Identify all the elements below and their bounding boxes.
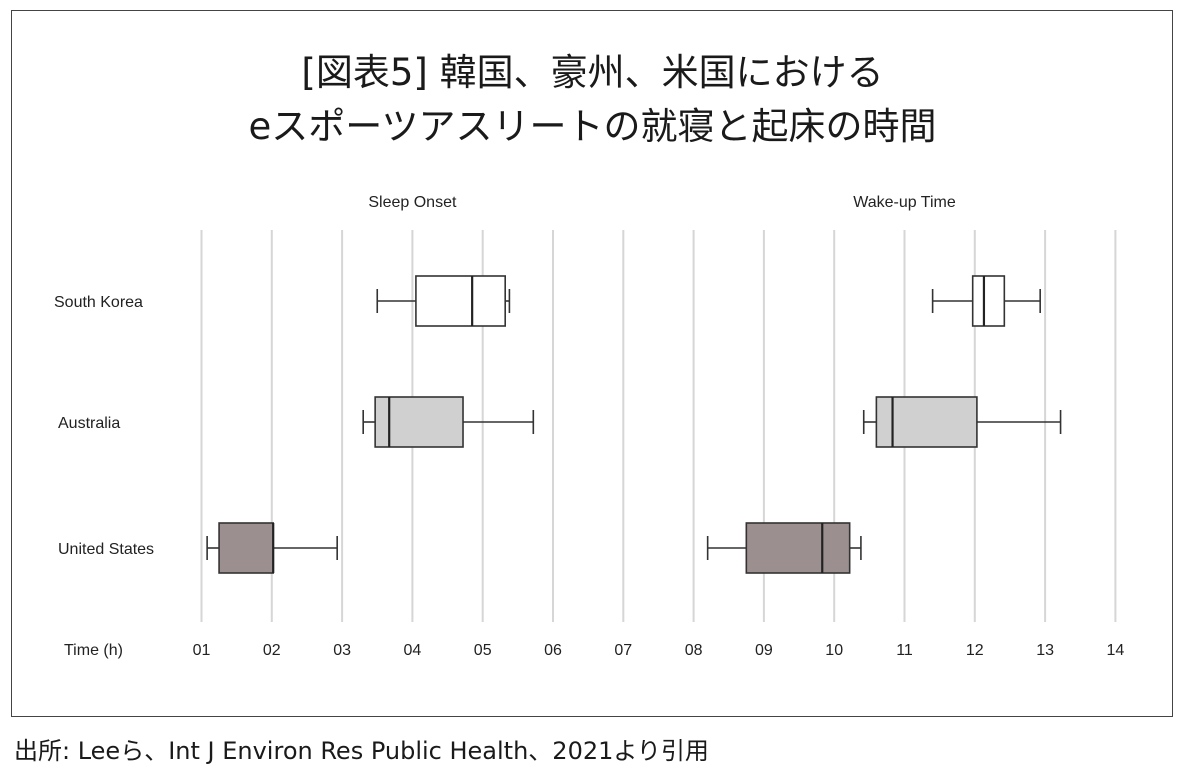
title-line-2: eスポーツアスリートの就寝と起床の時間 — [248, 105, 937, 148]
tick-label: 14 — [1107, 642, 1125, 659]
tick-label: 06 — [544, 642, 562, 659]
category-labels: South Korea Australia United States — [54, 294, 154, 558]
tick-label: 09 — [755, 642, 773, 659]
box — [415, 275, 506, 327]
title-line-1: [図表5] 韓国、豪州、米国における — [301, 51, 884, 94]
figure-title: [図表5] 韓国、豪州、米国における eスポーツアスリートの就寝と起床の時間 — [0, 46, 1185, 154]
tick-label: 08 — [685, 642, 703, 659]
tick-label: 02 — [263, 642, 281, 659]
tick-labels: 01 02 03 04 05 06 07 08 09 10 11 12 13 14 — [193, 642, 1125, 659]
tick-label: 13 — [1036, 642, 1054, 659]
category-label: United States — [58, 541, 154, 558]
category-label: Australia — [58, 415, 120, 432]
tick-label: 10 — [825, 642, 843, 659]
box-australia — [862, 396, 1062, 448]
tick-label: 04 — [404, 642, 422, 659]
box-australia — [362, 396, 535, 448]
tick-label: 12 — [966, 642, 984, 659]
box — [218, 522, 275, 574]
axis-label: Time (h) — [64, 642, 123, 659]
box — [971, 275, 1006, 327]
tick-label: 05 — [474, 642, 492, 659]
panel-titles: Sleep Onset Wake-up Time — [368, 194, 956, 211]
box — [745, 522, 851, 574]
panel-title: Wake-up Time — [853, 194, 956, 211]
tick-label: 03 — [333, 642, 351, 659]
boxes — [206, 275, 1062, 574]
panel-title: Sleep Onset — [368, 194, 457, 211]
category-label: South Korea — [54, 294, 143, 311]
tick-label: 07 — [614, 642, 632, 659]
tick-label: 01 — [193, 642, 211, 659]
box-south-korea — [376, 275, 511, 327]
box-south-korea — [931, 275, 1041, 327]
box-united-states — [206, 522, 338, 574]
source-note: 出所: Leeら、Int J Environ Res Public Health… — [14, 737, 709, 765]
tick-label: 11 — [896, 642, 913, 659]
box-united-states — [706, 522, 862, 574]
figure-frame — [11, 10, 1173, 717]
